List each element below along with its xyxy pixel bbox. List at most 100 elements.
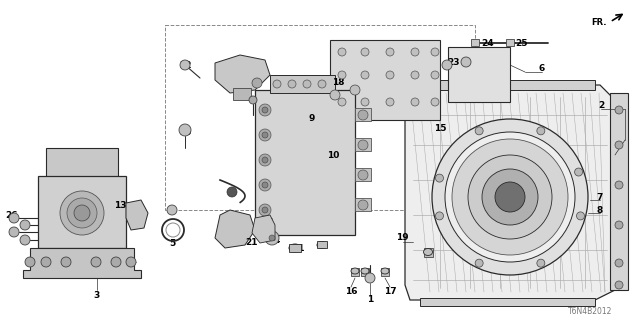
Circle shape xyxy=(259,179,271,191)
Circle shape xyxy=(91,257,101,267)
Circle shape xyxy=(411,98,419,106)
Circle shape xyxy=(9,227,19,237)
Text: 23: 23 xyxy=(447,58,460,67)
Circle shape xyxy=(20,220,30,230)
Circle shape xyxy=(249,96,257,104)
Circle shape xyxy=(475,259,483,267)
Bar xyxy=(448,47,510,102)
Circle shape xyxy=(259,104,271,116)
Circle shape xyxy=(273,80,281,88)
Circle shape xyxy=(475,127,483,135)
Circle shape xyxy=(431,71,439,79)
Bar xyxy=(38,176,126,248)
Circle shape xyxy=(468,155,552,239)
Circle shape xyxy=(577,212,584,220)
Text: 3: 3 xyxy=(94,291,100,300)
Text: 16: 16 xyxy=(345,286,357,295)
Circle shape xyxy=(432,119,588,275)
Ellipse shape xyxy=(381,268,389,274)
Polygon shape xyxy=(126,200,148,230)
Ellipse shape xyxy=(361,268,369,274)
Bar xyxy=(255,90,355,235)
Circle shape xyxy=(361,98,369,106)
Circle shape xyxy=(615,221,623,229)
Text: 24: 24 xyxy=(482,38,494,47)
Text: FR.: FR. xyxy=(591,18,607,27)
Circle shape xyxy=(358,200,368,210)
Text: 21: 21 xyxy=(246,237,259,246)
Circle shape xyxy=(262,207,268,213)
Bar xyxy=(317,241,327,248)
Circle shape xyxy=(442,60,452,70)
Circle shape xyxy=(265,231,279,245)
Circle shape xyxy=(179,124,191,136)
Circle shape xyxy=(330,90,340,100)
Circle shape xyxy=(41,257,51,267)
Text: 22: 22 xyxy=(179,60,191,69)
Circle shape xyxy=(338,71,346,79)
Text: 14: 14 xyxy=(260,218,273,227)
Circle shape xyxy=(537,259,545,267)
Circle shape xyxy=(111,257,121,267)
Circle shape xyxy=(318,80,326,88)
Text: 12: 12 xyxy=(228,68,240,77)
Circle shape xyxy=(20,235,30,245)
Circle shape xyxy=(338,48,346,56)
Circle shape xyxy=(350,85,360,95)
Bar xyxy=(351,268,359,276)
Bar xyxy=(471,39,479,46)
Ellipse shape xyxy=(424,249,433,255)
Text: 20: 20 xyxy=(179,127,191,137)
Circle shape xyxy=(126,257,136,267)
Polygon shape xyxy=(23,248,141,278)
Circle shape xyxy=(431,48,439,56)
Circle shape xyxy=(435,174,444,182)
Polygon shape xyxy=(252,215,275,243)
Bar xyxy=(424,248,433,257)
Circle shape xyxy=(452,139,568,255)
Circle shape xyxy=(615,141,623,149)
Text: 25: 25 xyxy=(516,38,528,47)
Circle shape xyxy=(615,259,623,267)
Circle shape xyxy=(25,257,35,267)
Bar xyxy=(420,298,595,306)
Circle shape xyxy=(361,71,369,79)
Bar xyxy=(46,148,118,180)
Text: 17: 17 xyxy=(384,286,396,295)
Circle shape xyxy=(386,48,394,56)
Circle shape xyxy=(60,191,104,235)
Polygon shape xyxy=(215,55,270,93)
Circle shape xyxy=(74,205,90,221)
Circle shape xyxy=(495,182,525,212)
Circle shape xyxy=(180,60,190,70)
Circle shape xyxy=(386,71,394,79)
Text: 26: 26 xyxy=(6,211,19,220)
Bar xyxy=(165,25,475,210)
Circle shape xyxy=(67,198,97,228)
Bar xyxy=(355,198,371,211)
Circle shape xyxy=(575,168,582,176)
Circle shape xyxy=(61,257,71,267)
Bar xyxy=(381,268,389,276)
Polygon shape xyxy=(215,210,255,248)
Text: 1: 1 xyxy=(367,294,373,303)
Circle shape xyxy=(615,181,623,189)
Circle shape xyxy=(615,106,623,114)
Bar xyxy=(425,80,595,90)
Circle shape xyxy=(259,129,271,141)
Circle shape xyxy=(338,98,346,106)
Text: 2: 2 xyxy=(598,100,604,109)
Circle shape xyxy=(288,80,296,88)
Circle shape xyxy=(269,235,275,241)
Circle shape xyxy=(361,48,369,56)
Text: 5: 5 xyxy=(169,238,175,247)
Circle shape xyxy=(259,204,271,216)
Circle shape xyxy=(252,78,262,88)
Circle shape xyxy=(411,48,419,56)
Circle shape xyxy=(615,281,623,289)
Text: 11: 11 xyxy=(292,244,304,252)
Circle shape xyxy=(482,169,538,225)
Bar xyxy=(361,268,369,276)
Text: 7: 7 xyxy=(597,193,603,202)
Bar xyxy=(355,138,371,151)
